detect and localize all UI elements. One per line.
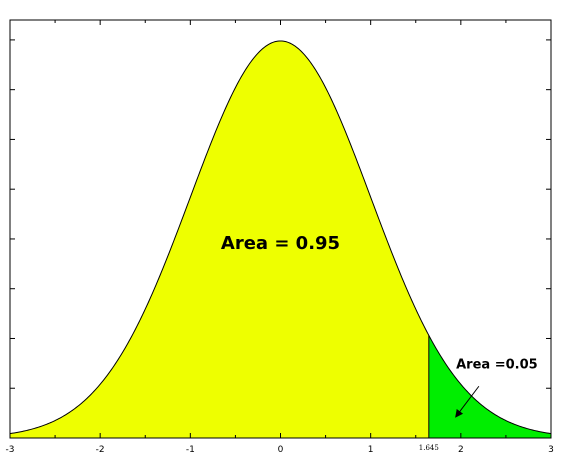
critical-value-label: 1.645 [419,444,439,452]
x-tick-label-1: -2 [96,445,105,455]
text-layer: Area = 0.95 Area =0.05 1.645 [221,233,538,452]
tail-arrow [455,385,480,418]
region-fill-1 [428,335,551,438]
density-curve [9,40,552,435]
x-tick-label-5: 2 [458,445,464,455]
x-tick-label-0: -3 [6,445,15,455]
axes-layer: -3 -2 -1 0 1 2 3 [6,19,554,455]
area-label-main: Area = 0.95 [221,233,340,254]
x-tick-label-3: 0 [278,445,284,455]
region-fill-0 [10,40,429,439]
area-label-tail: Area =0.05 [456,357,538,372]
x-tick-label-4: 1 [368,445,374,455]
x-tick-label-2: -1 [186,445,195,455]
x-tick-label-6: 3 [548,445,554,455]
curve-layer [9,40,552,438]
